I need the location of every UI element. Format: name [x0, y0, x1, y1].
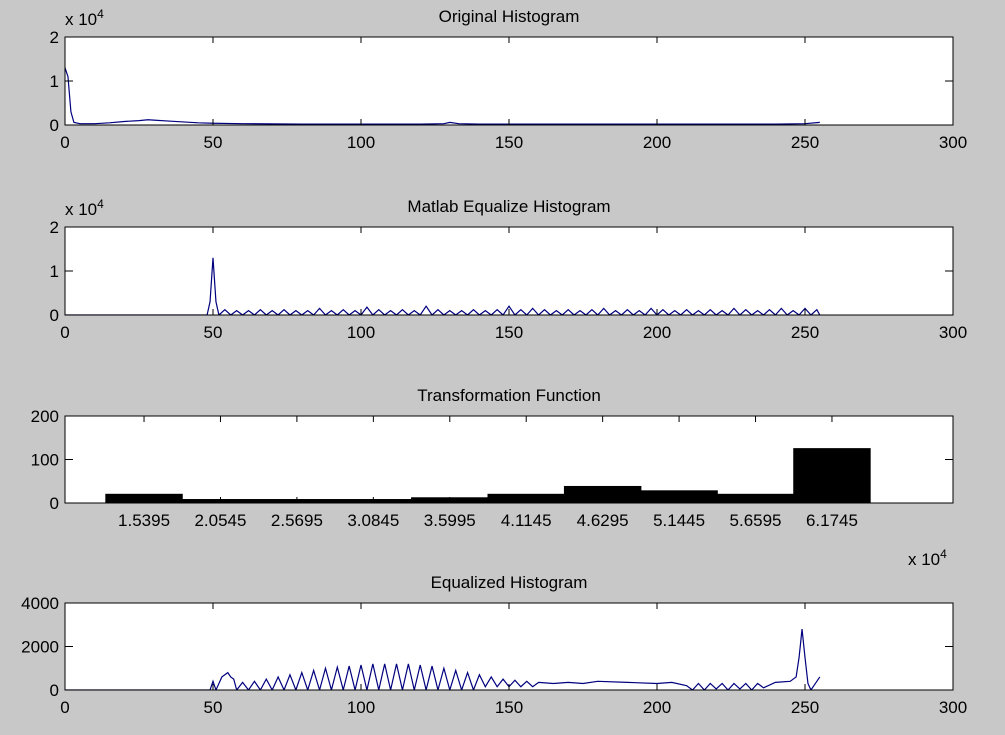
x-tick-label: 150	[495, 133, 523, 152]
axis-multiplier: x 104	[65, 7, 104, 29]
x-tick-label: 200	[643, 698, 671, 717]
x-tick-label: 50	[204, 323, 223, 342]
axes-background	[65, 37, 953, 125]
x-tick-label: 150	[495, 323, 523, 342]
y-tick-label: 0	[50, 494, 59, 513]
x-tick-label: 50	[204, 698, 223, 717]
x-tick-label: 3.5995	[424, 511, 476, 530]
y-tick-label: 1	[50, 72, 59, 91]
x-tick-label: 200	[643, 323, 671, 342]
x-tick-label: 0	[60, 133, 69, 152]
y-tick-label: 0	[50, 681, 59, 700]
x-tick-label: 200	[643, 133, 671, 152]
x-tick-label: 250	[791, 698, 819, 717]
data-line	[65, 629, 821, 690]
x-tick-label: 100	[347, 133, 375, 152]
x-tick-label: 150	[495, 698, 523, 717]
x-tick-label: 5.1445	[653, 511, 705, 530]
y-tick-label: 0	[50, 116, 59, 135]
x-tick-label: 100	[347, 698, 375, 717]
x-tick-label: 100	[347, 323, 375, 342]
chart-title: Equalized Histogram	[431, 573, 588, 592]
y-tick-label: 2000	[21, 638, 59, 657]
x-tick-label: 300	[939, 323, 967, 342]
x-tick-label: 1.5395	[118, 511, 170, 530]
x-tick-label: 2.0545	[194, 511, 246, 530]
axes-background	[65, 603, 953, 690]
x-tick-label: 250	[791, 323, 819, 342]
multiplier-exponent: 4	[940, 547, 947, 561]
y-tick-label: 200	[31, 407, 59, 426]
data-line	[65, 257, 821, 315]
multiplier-base: x 10	[65, 10, 97, 29]
bar	[793, 448, 871, 504]
y-tick-label: 0	[50, 306, 59, 325]
x-tick-label: 50	[204, 133, 223, 152]
axis-multiplier: x 104	[908, 547, 947, 569]
axis-multiplier: x 104	[65, 197, 104, 219]
multiplier-base: x 10	[908, 550, 940, 569]
axes-background	[65, 227, 953, 315]
chart-title: Transformation Function	[417, 386, 601, 405]
y-tick-label: 100	[31, 451, 59, 470]
x-tick-label: 300	[939, 133, 967, 152]
y-tick-label: 2	[50, 28, 59, 47]
y-tick-label: 2	[50, 218, 59, 237]
chart-title: Matlab Equalize Histogram	[407, 197, 610, 216]
x-tick-label: 4.6295	[577, 511, 629, 530]
multiplier-base: x 10	[65, 200, 97, 219]
x-tick-label: 0	[60, 698, 69, 717]
x-tick-label: 0	[60, 323, 69, 342]
multiplier-exponent: 4	[97, 197, 104, 211]
x-tick-label: 4.1145	[501, 511, 552, 530]
x-tick-label: 6.1745	[806, 511, 858, 530]
x-tick-label: 2.5695	[271, 511, 323, 530]
x-tick-label: 3.0845	[347, 511, 399, 530]
x-tick-label: 300	[939, 698, 967, 717]
x-tick-label: 250	[791, 133, 819, 152]
multiplier-exponent: 4	[97, 7, 104, 21]
y-tick-label: 4000	[21, 594, 59, 613]
chart-title: Original Histogram	[439, 7, 580, 26]
y-tick-label: 1	[50, 262, 59, 281]
x-tick-label: 5.6595	[730, 511, 782, 530]
